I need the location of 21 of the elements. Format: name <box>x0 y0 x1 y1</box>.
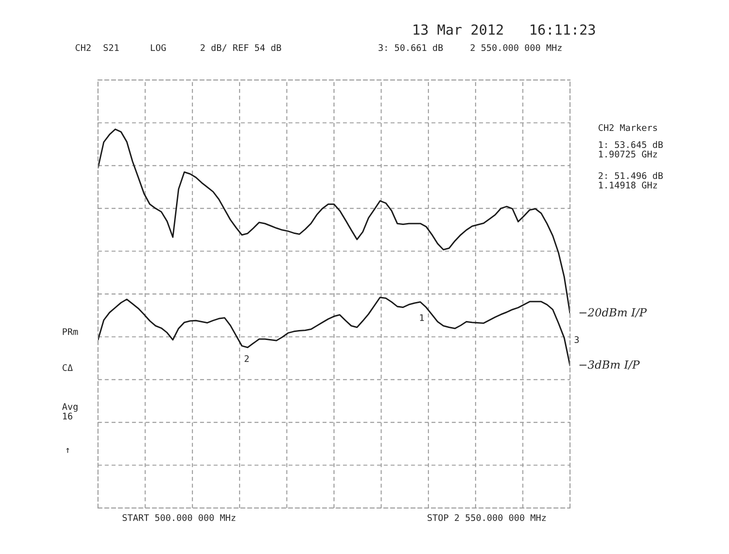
text: S21 <box>104 44 119 52</box>
text: CΔ <box>62 364 73 372</box>
text: LOG <box>150 44 166 52</box>
text: CH2 <box>76 44 91 52</box>
text: START 500.000 000 MHz <box>122 514 236 522</box>
text: CH2 Markers <box>598 124 657 132</box>
annotation: 1 <box>420 314 424 321</box>
text: 3 <box>574 336 579 344</box>
text: 1: 53.645 dB 1.90725 GHz <box>599 141 663 158</box>
annotation: 2 <box>244 355 249 362</box>
text: ↑ <box>66 448 70 453</box>
text: 2 dB/ REF 54 dB <box>200 44 282 52</box>
series-label: −20dBm I/P <box>580 308 647 318</box>
text: Avg 16 <box>62 403 78 420</box>
series-label: −3dBm I/P <box>580 360 640 370</box>
text: PRm <box>62 328 78 335</box>
text: 13 Mar 2012 16:11:23 <box>414 24 595 35</box>
text: 3: 50.661 dB <box>378 44 443 52</box>
text: 2 550.000 000 MHz <box>470 44 562 52</box>
text: STOP 2 550.000 000 MHz <box>428 514 546 522</box>
text: 2: 51.496 dB 1.14918 GHz <box>598 172 663 189</box>
